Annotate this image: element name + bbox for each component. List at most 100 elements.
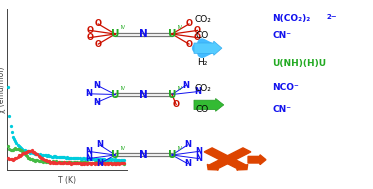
Point [80,162,86,165]
FancyArrow shape [194,98,224,111]
Point [48,161,54,164]
Point [31,150,37,153]
Text: N: N [93,98,100,107]
Point [82,157,88,160]
Point [70,156,76,159]
Point [17,154,23,157]
Point [57,160,63,163]
Point [97,162,103,165]
Point [120,162,126,165]
Point [18,146,24,149]
Point [97,161,103,164]
Text: CN⁻: CN⁻ [272,105,291,115]
Point [92,162,98,165]
Point [106,162,112,165]
Point [64,156,70,159]
Point [70,161,76,164]
Point [45,160,51,163]
Point [66,161,72,164]
Text: IV: IV [177,86,182,91]
Point [37,160,43,163]
Text: O: O [86,26,93,35]
Point [109,162,115,165]
Point [100,162,106,165]
Point [39,156,45,160]
FancyArrow shape [204,148,248,170]
FancyArrow shape [248,155,266,165]
Point [101,162,107,165]
Text: N: N [93,81,100,90]
Text: N: N [195,154,203,163]
Point [19,153,25,156]
Point [21,150,26,153]
Point [115,161,121,164]
Point [119,158,125,161]
Point [5,85,11,88]
Point [94,158,100,161]
X-axis label: T (K): T (K) [58,176,76,185]
Text: CN⁻: CN⁻ [272,31,291,40]
Point [7,148,13,151]
Point [110,158,116,161]
Point [121,162,127,165]
Point [59,162,65,165]
Text: IV: IV [177,25,182,30]
Point [45,154,51,157]
Point [40,160,46,163]
Point [29,149,35,152]
Point [52,160,58,163]
Point [72,162,78,165]
Point [110,162,116,165]
Point [47,161,53,164]
Point [65,156,71,159]
Point [62,161,68,164]
Point [92,158,98,161]
Text: N: N [85,89,92,98]
Y-axis label: χ (emu/mol): χ (emu/mol) [0,67,6,113]
Point [63,161,69,164]
Text: IV: IV [177,146,182,151]
Point [101,161,107,164]
Point [18,149,24,152]
Point [7,125,13,128]
Point [85,157,91,160]
Text: CO: CO [196,105,209,115]
Point [63,160,69,163]
Point [36,153,42,156]
Point [86,161,92,164]
Point [116,161,122,164]
Point [56,161,62,164]
Point [22,151,28,154]
Point [58,161,64,164]
Point [53,155,59,158]
Text: IV: IV [120,86,126,91]
Point [5,145,11,148]
Text: N: N [139,29,148,39]
Point [104,161,110,164]
Point [50,155,56,158]
Point [57,156,63,159]
Point [80,161,86,164]
Point [11,148,17,151]
Point [117,158,123,161]
Point [25,156,31,159]
Point [94,162,100,165]
Point [19,147,25,150]
Point [48,160,54,163]
Point [112,162,118,165]
Point [81,161,87,164]
Point [16,154,22,157]
FancyArrow shape [207,148,251,170]
Point [62,160,68,163]
Point [19,150,25,153]
Point [104,158,110,161]
Point [23,150,29,153]
Point [47,160,53,163]
Point [24,150,30,153]
Point [117,162,123,165]
Point [44,154,50,157]
Point [54,161,60,164]
Point [11,138,17,141]
Point [68,162,74,165]
Point [62,156,68,159]
